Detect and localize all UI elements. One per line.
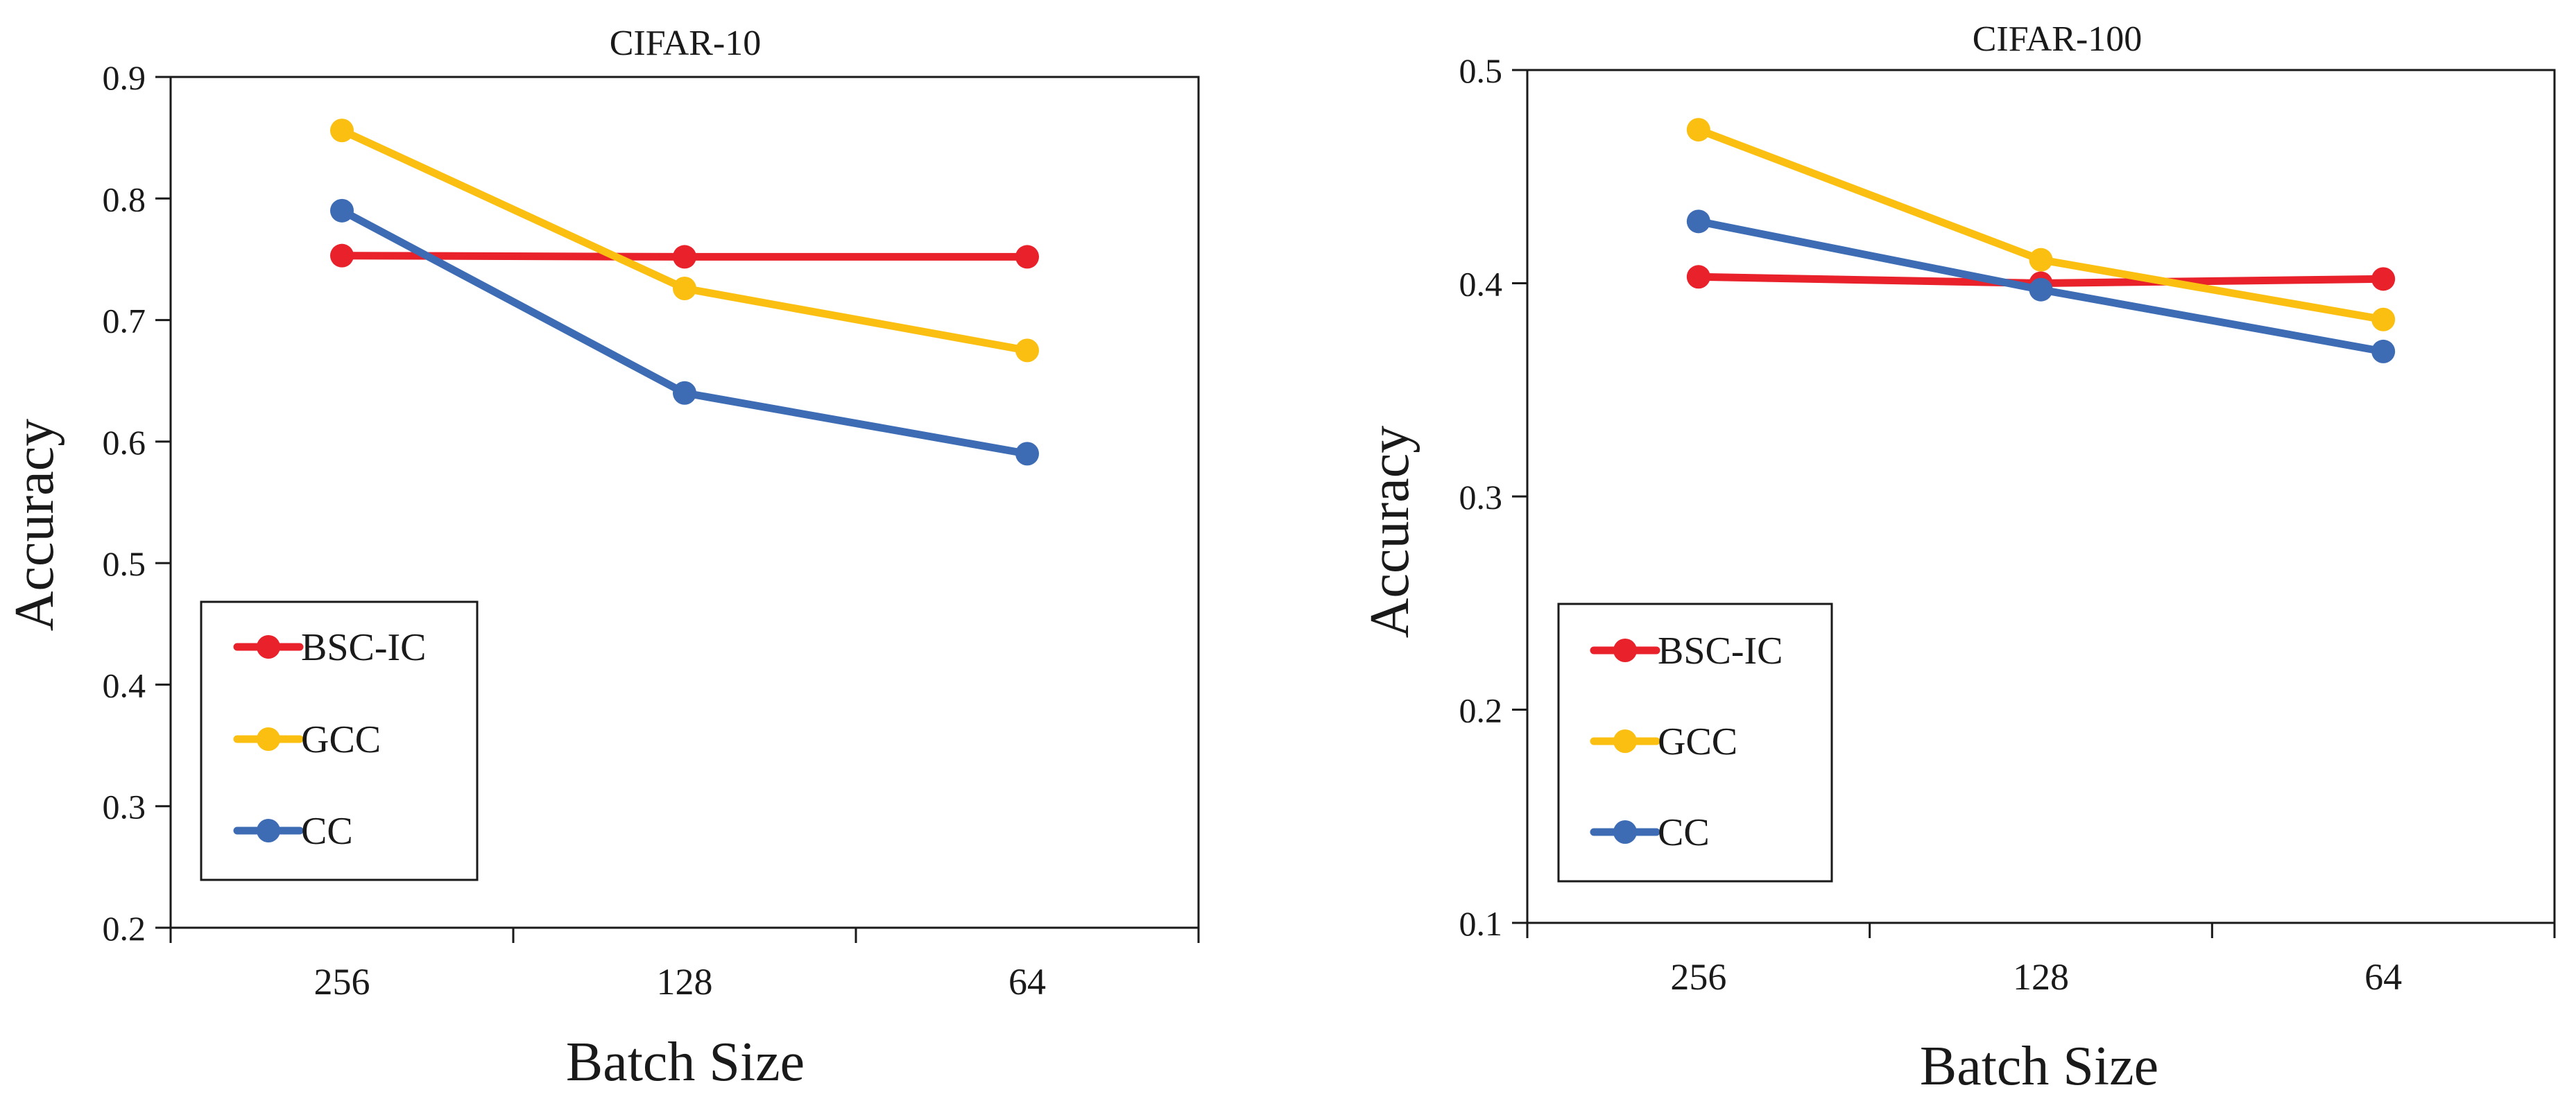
x-tick-label: 256 bbox=[1670, 956, 1726, 998]
y-tick-label: 0.8 bbox=[103, 180, 146, 218]
data-point-bsc-ic-256 bbox=[1686, 265, 1710, 289]
x-tick-label: 64 bbox=[1008, 961, 1046, 1003]
y-tick-label: 0.4 bbox=[1459, 265, 1503, 304]
series-gcc bbox=[330, 119, 1039, 363]
series-cc bbox=[1686, 209, 2396, 363]
legend-label-bsc-ic: BSC-IC bbox=[301, 626, 427, 669]
x-axis-label: Batch Size bbox=[566, 1032, 805, 1093]
y-tick-label: 0.3 bbox=[1459, 478, 1503, 517]
legend-label-cc: CC bbox=[1658, 811, 1710, 854]
y-axis-label: Accuracy bbox=[1359, 426, 1420, 638]
x-tick-label: 64 bbox=[2364, 956, 2402, 998]
data-point-cc-128 bbox=[2029, 277, 2053, 302]
chart-cifar10: CIFAR-10 Batch Size Accuracy 0.20.30.40.… bbox=[4, 24, 1200, 1093]
series-layer bbox=[330, 119, 1039, 466]
legend-label-cc: CC bbox=[301, 810, 353, 853]
legend-marker-cc bbox=[1613, 820, 1637, 844]
legend-marker-bsc-ic bbox=[1613, 639, 1637, 662]
y-tick-label: 0.2 bbox=[103, 909, 146, 948]
legend-item-cc: CC bbox=[233, 810, 353, 853]
legend-label-gcc: GCC bbox=[301, 718, 381, 761]
x-tick-label: 128 bbox=[657, 961, 713, 1003]
series-bsc-ic bbox=[330, 243, 1039, 269]
plot-area-frame bbox=[169, 76, 1200, 929]
legend-item-cc: CC bbox=[1590, 811, 1710, 854]
data-point-cc-256 bbox=[1686, 209, 1710, 234]
legend-marker-bsc-ic bbox=[257, 635, 280, 659]
legend: BSC-IC GCC CC bbox=[1557, 603, 1833, 883]
data-point-gcc-64 bbox=[1015, 338, 1039, 363]
legend-label-gcc: GCC bbox=[1658, 720, 1737, 763]
series-gcc bbox=[1686, 118, 2396, 331]
y-tick-label: 0.3 bbox=[103, 788, 146, 826]
legend-item-gcc: GCC bbox=[233, 718, 381, 761]
legend-item-bsc-ic: BSC-IC bbox=[1590, 630, 1783, 673]
y-axis-label: Accuracy bbox=[4, 419, 65, 631]
legend-marker-cc bbox=[257, 819, 280, 842]
x-tick-label: 128 bbox=[2013, 956, 2069, 998]
y-tick-label: 0.4 bbox=[103, 666, 146, 704]
legend-item-bsc-ic: BSC-IC bbox=[233, 626, 427, 669]
x-axis-ticks: 256 128 64 bbox=[1526, 923, 2556, 998]
y-tick-label: 0.6 bbox=[103, 423, 146, 462]
y-axis-ticks: 0.1 0.2 0.3 0.4 0.5 bbox=[1459, 51, 1527, 943]
legend-marker-gcc bbox=[1613, 729, 1637, 753]
data-point-gcc-64 bbox=[2371, 307, 2396, 331]
data-point-gcc-256 bbox=[330, 119, 354, 143]
chart-title: CIFAR-10 bbox=[610, 24, 762, 63]
data-point-gcc-256 bbox=[1686, 118, 1710, 142]
data-point-bsc-ic-128 bbox=[673, 245, 696, 269]
chart-cifar100: CIFAR-100 Batch Size Accuracy 0.10.20.30… bbox=[1359, 19, 2556, 1097]
x-axis-ticks: 256 128 64 bbox=[169, 928, 1200, 1003]
data-point-bsc-ic-64 bbox=[1015, 245, 1039, 269]
y-tick-label: 0.5 bbox=[1459, 51, 1503, 90]
legend: BSC-IC GCC CC bbox=[200, 600, 479, 881]
series-cc bbox=[330, 198, 1039, 466]
chart-title: CIFAR-100 bbox=[1973, 19, 2143, 59]
legend-marker-gcc bbox=[257, 727, 280, 751]
data-point-gcc-128 bbox=[673, 276, 696, 300]
data-point-gcc-128 bbox=[2029, 248, 2053, 272]
series-layer bbox=[1686, 118, 2396, 363]
x-tick-label: 256 bbox=[314, 961, 370, 1003]
x-axis-label: Batch Size bbox=[1920, 1036, 2158, 1097]
data-point-cc-64 bbox=[1015, 442, 1039, 466]
legend-item-gcc: GCC bbox=[1590, 720, 1737, 763]
legend-label-bsc-ic: BSC-IC bbox=[1658, 630, 1783, 673]
y-tick-label: 0.2 bbox=[1459, 691, 1503, 730]
y-tick-label: 0.7 bbox=[103, 302, 146, 340]
y-axis-ticks: 0.2 0.3 0.4 0.5 0.6 0.7 0.8 0.9 bbox=[103, 58, 171, 948]
data-point-cc-64 bbox=[2371, 339, 2396, 363]
y-tick-label: 0.5 bbox=[103, 544, 146, 583]
y-tick-label: 0.1 bbox=[1459, 904, 1503, 943]
data-point-cc-128 bbox=[673, 381, 696, 405]
data-point-bsc-ic-64 bbox=[2371, 267, 2396, 291]
data-point-cc-256 bbox=[330, 198, 354, 223]
data-point-bsc-ic-256 bbox=[330, 243, 354, 268]
y-tick-label: 0.9 bbox=[103, 58, 146, 97]
